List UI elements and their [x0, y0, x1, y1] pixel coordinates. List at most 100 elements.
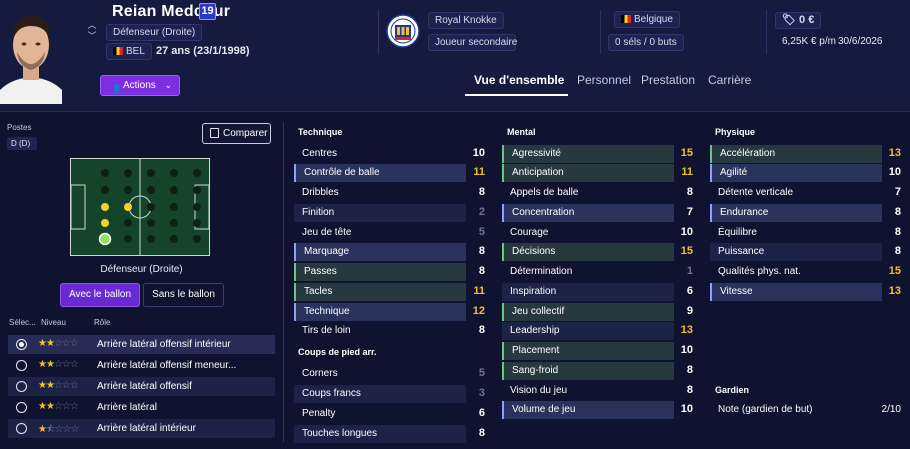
tab-performance[interactable]: Prestation — [641, 73, 696, 87]
attribute-row[interactable]: Tacles 11 — [294, 283, 490, 301]
compare-button[interactable]: Comparer — [202, 123, 271, 144]
attribute-name: Coups francs — [302, 388, 361, 399]
col-select-header: Sélec... — [9, 318, 36, 327]
attribute-value: 8 — [894, 226, 901, 238]
national-team-chip[interactable]: Belgique — [614, 11, 680, 28]
attribute-row[interactable]: Contrôle de balle 11 — [294, 164, 490, 182]
attribute-name: Équilibre — [718, 227, 757, 238]
attribute-row[interactable]: Coups francs 3 — [294, 385, 490, 403]
attribute-value: 5 — [478, 226, 485, 238]
nationality-chip[interactable]: BEL — [106, 43, 152, 60]
attribute-row[interactable]: Tirs de loin 8 — [294, 322, 490, 340]
attribute-name: Tacles — [304, 286, 333, 297]
attribute-row[interactable]: Jeu collectif 9 — [502, 303, 698, 321]
attribute-row[interactable]: Marquage 8 — [294, 243, 490, 261]
attribute-value: 12 — [472, 305, 485, 317]
attribute-row[interactable]: Centres 10 — [294, 145, 490, 163]
attribute-row[interactable]: Détermination 1 — [502, 263, 698, 281]
attribute-row[interactable]: Technique 12 — [294, 303, 490, 321]
physical-title: Physique — [715, 127, 756, 137]
role-row[interactable]: ★★☆☆☆ Arrière latéral offensif meneur... — [8, 356, 275, 375]
without-ball-toggle[interactable]: Sans le ballon — [143, 283, 224, 307]
attribute-row[interactable]: Agilité 10 — [710, 164, 906, 182]
attribute-name: Agilité — [720, 167, 748, 178]
attribute-row[interactable]: Puissance 8 — [710, 243, 906, 261]
attribute-row[interactable]: Vision du jeu 8 — [502, 382, 698, 400]
attribute-row[interactable]: Finition 2 — [294, 204, 490, 222]
goalkeeper-rating-row: Note (gardien de but) 2/10 — [710, 401, 906, 419]
attribute-row[interactable]: Anticipation 11 — [502, 164, 698, 182]
attribute-row[interactable]: Volume de jeu 10 — [502, 401, 698, 419]
attribute-row[interactable]: Passes 8 — [294, 263, 490, 281]
attribute-value: 10 — [680, 226, 693, 238]
attribute-row[interactable]: Corners 5 — [294, 365, 490, 383]
radio-button[interactable] — [16, 402, 27, 413]
role-name: Arrière latéral intérieur — [97, 423, 196, 434]
attribute-value: 7 — [686, 206, 693, 218]
mental-title: Mental — [507, 127, 536, 137]
tab-overview[interactable]: Vue d'ensemble — [474, 73, 565, 87]
attribute-row[interactable]: Endurance 8 — [710, 204, 906, 222]
attribute-row[interactable]: Détente verticale 7 — [710, 184, 906, 202]
attribute-name: Qualités phys. nat. — [718, 266, 801, 277]
attribute-name: Sang-froid — [512, 365, 559, 376]
attribute-row[interactable]: Courage 10 — [502, 224, 698, 242]
attribute-row[interactable]: Leadership 13 — [502, 322, 698, 340]
goalkeeper-rating-label: Note (gardien de but) — [718, 404, 813, 415]
attribute-name: Accélération — [720, 148, 776, 159]
player-nav: ︿ ﹀ — [86, 20, 98, 42]
attribute-row[interactable]: Placement 10 — [502, 342, 698, 360]
role-name: Arrière latéral offensif intérieur — [97, 339, 231, 350]
attribute-value: 15 — [680, 245, 693, 257]
attribute-row[interactable]: Sang-froid 8 — [502, 362, 698, 380]
role-row[interactable]: ★⯪☆☆☆ Arrière latéral intérieur — [8, 419, 275, 438]
star-rating-icon: ★⯪☆☆☆ — [38, 424, 79, 435]
attribute-value: 8 — [478, 324, 485, 336]
attribute-row[interactable]: Penalty 6 — [294, 405, 490, 423]
squad-status-chip: Joueur secondaire — [428, 34, 517, 51]
club-name-chip[interactable]: Royal Knokke — [428, 12, 504, 29]
actions-button[interactable]: 👤 Actions ⌄ — [100, 75, 180, 96]
club-badge-icon[interactable] — [386, 14, 420, 48]
tab-personal[interactable]: Personnel — [577, 73, 632, 87]
role-name: Arrière latéral offensif — [97, 381, 192, 392]
attribute-name: Tirs de loin — [302, 325, 351, 336]
attribute-value: 1 — [686, 265, 693, 277]
star-rating-icon: ★★☆☆☆ — [38, 359, 79, 370]
attribute-row[interactable]: Jeu de tête 5 — [294, 224, 490, 242]
attribute-row[interactable]: Inspiration 6 — [502, 283, 698, 301]
role-row[interactable]: ★★☆☆☆ Arrière latéral offensif — [8, 377, 275, 396]
attribute-name: Centres — [302, 148, 338, 159]
attribute-row[interactable]: Dribbles 8 — [294, 184, 490, 202]
radio-button[interactable] — [16, 423, 27, 434]
attribute-value: 8 — [686, 384, 693, 396]
chevron-up-icon[interactable]: ︿ — [87, 20, 97, 30]
player-photo — [0, 0, 62, 104]
attribute-value: 8 — [478, 265, 485, 277]
radio-button[interactable] — [16, 339, 27, 350]
tab-career[interactable]: Carrière — [708, 73, 752, 87]
attribute-name: Décisions — [512, 246, 556, 257]
attribute-row[interactable]: Appels de balle 8 — [502, 184, 698, 202]
chevron-down-icon[interactable]: ﹀ — [87, 31, 97, 41]
attribute-value: 8 — [686, 364, 693, 376]
radio-button[interactable] — [16, 360, 27, 371]
attribute-row[interactable]: Vitesse 13 — [710, 283, 906, 301]
wage: 6,25K € p/m — [782, 36, 836, 47]
radio-button[interactable] — [16, 381, 27, 392]
attribute-row[interactable]: Agressivité 15 — [502, 145, 698, 163]
attribute-row[interactable]: Concentration 7 — [502, 204, 698, 222]
role-name: Arrière latéral offensif meneur... — [97, 360, 237, 371]
attribute-row[interactable]: Qualités phys. nat. 15 — [710, 263, 906, 281]
role-row[interactable]: ★★☆☆☆ Arrière latéral — [8, 398, 275, 417]
person-icon: 👤 — [111, 84, 123, 94]
attribute-value: 8 — [478, 186, 485, 198]
attribute-row[interactable]: Décisions 15 — [502, 243, 698, 261]
attribute-row[interactable]: Équilibre 8 — [710, 224, 906, 242]
divider — [378, 10, 379, 54]
attribute-value: 15 — [680, 147, 693, 159]
attribute-row[interactable]: Touches longues 8 — [294, 425, 490, 443]
attribute-row[interactable]: Accélération 13 — [710, 145, 906, 163]
role-row[interactable]: ★★☆☆☆ Arrière latéral offensif intérieur — [8, 335, 275, 354]
with-ball-toggle[interactable]: Avec le ballon — [60, 283, 140, 307]
